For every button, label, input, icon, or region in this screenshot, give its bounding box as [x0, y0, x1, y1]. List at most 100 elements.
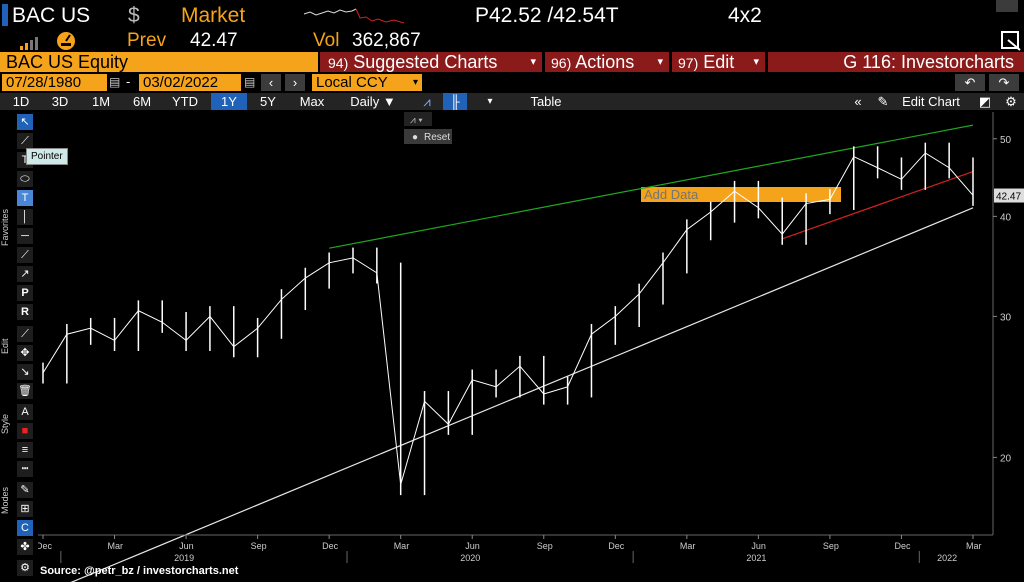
edit-menu[interactable]: 97) Edit ▾ — [672, 52, 765, 72]
period-1m[interactable]: 1M — [91, 94, 111, 109]
edit-label: Edit — [703, 52, 735, 72]
pointer-icon[interactable]: ↖ — [17, 114, 33, 130]
font-icon[interactable]: A — [17, 404, 33, 420]
y-tick-label: 30 — [1000, 312, 1012, 323]
add-data-input[interactable] — [641, 187, 841, 202]
x-tick-label: Mar — [108, 541, 124, 551]
prev-period-button[interactable]: ‹ — [261, 74, 281, 91]
trendline-icon[interactable]: ⟋ — [17, 247, 33, 263]
next-period-button[interactable]: › — [285, 74, 305, 91]
quote-size: 4x2 — [728, 4, 762, 27]
trendline-0[interactable] — [329, 124, 974, 249]
window-icon[interactable] — [996, 0, 1018, 12]
ray-icon[interactable]: ↗ — [17, 266, 33, 282]
snap-mode-icon[interactable]: ⊞ — [17, 501, 33, 517]
collapse-icon[interactable]: « — [854, 94, 862, 109]
range-label-icon[interactable]: R — [17, 304, 33, 320]
currency-value: Local CCY — [316, 74, 388, 91]
period-5y[interactable]: 5Y — [260, 94, 276, 109]
currency-select[interactable]: Local CCY ▾ — [312, 74, 422, 91]
chevron-down-icon: ▾ — [657, 56, 663, 68]
export-icon[interactable] — [1000, 30, 1022, 52]
edit-num: 97) — [678, 55, 699, 71]
x-tick-label: Mar — [680, 541, 696, 551]
x-tick-label: Sep — [537, 541, 553, 551]
reset-icon: ● — [412, 132, 418, 143]
undo-button[interactable]: ↶ — [955, 74, 985, 91]
calendar-icon[interactable]: ▤ — [109, 75, 121, 89]
bar-chart-icon[interactable]: ╟ — [443, 93, 467, 110]
palette-icon[interactable]: ✤ — [17, 539, 33, 555]
trendline-1[interactable] — [782, 170, 974, 240]
x-tick-label: Sep — [823, 541, 839, 551]
price-label-icon[interactable]: P — [17, 285, 33, 301]
suggested-charts-menu[interactable]: 94) Suggested Charts ▾ — [320, 52, 542, 72]
chart-type-dropdown[interactable]: ▾ — [487, 96, 493, 107]
period-ytd[interactable]: YTD — [172, 94, 198, 109]
pencil-icon[interactable]: ✎ — [877, 94, 889, 109]
resize-icon[interactable]: ↘ — [17, 364, 33, 380]
vertical-line-icon[interactable]: │ — [17, 209, 33, 225]
style-section-label: Style — [0, 414, 10, 435]
drawing-toolbar: ↖ ⟋ T ⬭ T │ ─ ⟋ ↗ P R ⟋ ✥ ↘ 🗑 A ■ ≡ ┅ ✎ … — [0, 112, 38, 582]
chart-toolbar: 1D 3D 1M 6M YTD 1Y 5Y Max Daily ▼ ⩘ ╟ ▾ … — [0, 93, 1024, 202]
pointer-tooltip: Pointer — [26, 148, 68, 165]
line-style-icon[interactable]: ┅ — [17, 461, 33, 477]
line-chart-icon[interactable]: ⩘ — [423, 94, 431, 109]
settings-icon[interactable]: ⚙ — [17, 560, 33, 576]
x-tick-label: Jun — [751, 541, 766, 551]
start-date-field[interactable]: 07/28/1980 — [2, 74, 107, 91]
period-1y[interactable]: 1Y — [211, 93, 247, 110]
layout-icon[interactable]: ◩ — [978, 94, 992, 109]
start-date: 07/28/1980 — [6, 74, 82, 91]
trendline-2[interactable] — [43, 207, 974, 582]
x-tick-label: Dec — [322, 541, 339, 551]
x-tick-label: Sep — [251, 541, 267, 551]
security-field[interactable]: BAC US Equity — [0, 52, 318, 72]
x-tick-label: Jun — [179, 541, 194, 551]
quote-header: BAC US $ Market P42.52 /42.54T 4x2 — [0, 0, 1024, 30]
magnet-icon[interactable]: C — [17, 520, 33, 536]
edit-line-icon[interactable]: ⟋ — [17, 326, 33, 342]
gauge-icon[interactable] — [55, 31, 77, 51]
text-box-icon[interactable]: T — [17, 190, 33, 206]
move-icon[interactable]: ✥ — [17, 345, 33, 361]
redo-button[interactable]: ↷ — [989, 74, 1019, 91]
chart-mini-controls: ⩘ ▾ ● Reset — [404, 112, 452, 144]
period-6m[interactable]: 6M — [132, 94, 152, 109]
bid-ask: P42.52 /42.54T — [475, 4, 619, 27]
actions-menu[interactable]: 96) Actions ▾ — [545, 52, 669, 72]
calendar-icon[interactable]: ▤ — [244, 75, 256, 89]
ellipse-icon[interactable]: ⬭ — [17, 171, 33, 187]
vol-value: 362,867 — [352, 30, 421, 51]
signal-bars-icon — [20, 37, 38, 50]
modes-section-label: Modes — [0, 486, 10, 514]
function-label: G 116: Investorcharts — [843, 52, 1014, 72]
edit-chart-button[interactable]: Edit Chart — [902, 94, 960, 109]
period-1d[interactable]: 1D — [12, 94, 30, 109]
period-max[interactable]: Max — [299, 94, 325, 109]
draw-mode-icon[interactable]: ✎ — [17, 482, 33, 498]
vol-label: Vol — [313, 30, 340, 51]
chart-style-toggle[interactable] — [404, 112, 432, 126]
line-width-icon[interactable]: ≡ — [17, 442, 33, 458]
prev-label: Prev — [127, 30, 167, 51]
price-chart[interactable]: ⩘ ▾ ● Reset 20 30 40 50 42.47 Dec Mar Jun Sep Dec… — [38, 112, 1024, 582]
sparkline — [303, 8, 405, 24]
end-date-field[interactable]: 03/02/2022 — [139, 74, 241, 91]
ticker[interactable]: BAC US — [12, 4, 91, 27]
frequency-select[interactable]: Daily ▼ — [340, 93, 406, 110]
security-name: BAC US Equity — [6, 52, 129, 72]
period-3d[interactable]: 3D — [51, 94, 69, 109]
color-icon[interactable]: ■ — [17, 423, 33, 439]
chevron-down-icon: ▾ — [412, 77, 418, 88]
line-tool-icon[interactable]: ⟋ — [17, 133, 33, 149]
trash-icon[interactable]: 🗑 — [17, 383, 33, 399]
horizontal-line-icon[interactable]: ─ — [17, 228, 33, 244]
table-button[interactable]: Table — [530, 94, 562, 109]
gear-icon[interactable]: ⚙ — [1005, 94, 1017, 109]
x-tick-label: Mar — [966, 541, 982, 551]
reset-button[interactable] — [404, 129, 452, 144]
currency-symbol: $ — [128, 4, 140, 27]
last-price-label: 42.47 — [996, 192, 1021, 203]
